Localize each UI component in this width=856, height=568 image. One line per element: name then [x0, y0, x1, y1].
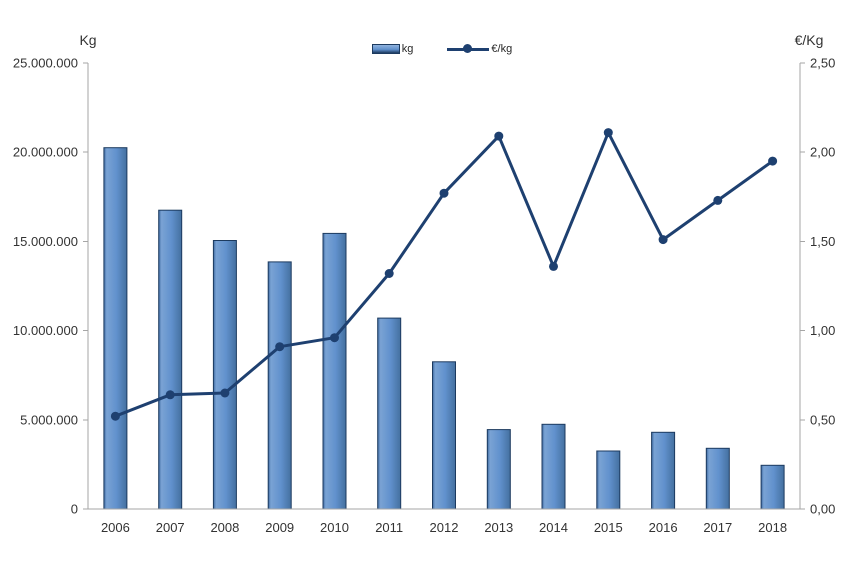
category-label: 2015 [594, 520, 623, 535]
right-tick-label: 1,50 [810, 234, 835, 249]
legend-item-eur-per-kg: €/kg [447, 43, 512, 55]
bar-2010 [322, 232, 347, 510]
category-label: 2011 [375, 520, 403, 535]
right-tick-label: 2,00 [810, 145, 835, 160]
legend: kg €/kg [14, 43, 856, 55]
line-marker-2016 [658, 235, 668, 245]
bar-2014 [541, 423, 566, 510]
right-axis-title: €/Kg [794, 32, 824, 48]
line-series-swatch-icon [447, 44, 490, 54]
left-tick-label: 10.000.000 [13, 323, 78, 338]
line-marker-2009 [275, 342, 285, 352]
line-marker-2006 [110, 411, 120, 421]
right-tick-label: 0,00 [810, 502, 835, 517]
category-label: 2008 [210, 520, 239, 535]
line-marker-2014 [549, 261, 558, 271]
category-label: 2007 [156, 520, 185, 535]
left-axis-title: Kg [79, 32, 97, 48]
legend-item-kg: kg [371, 43, 414, 55]
legend-label-eur-per-kg: €/kg [491, 43, 513, 55]
bar-2016 [651, 431, 676, 510]
line-marker-2010 [330, 333, 339, 343]
category-label: 2017 [703, 520, 732, 535]
line-marker-2018 [768, 156, 778, 166]
bar-2009 [267, 261, 292, 510]
category-label: 2013 [484, 520, 513, 535]
left-tick-label: 25.000.000 [13, 56, 78, 71]
right-tick-label: 1,00 [810, 323, 835, 338]
line-marker-2007 [165, 390, 175, 400]
bar-2013 [486, 429, 511, 510]
left-tick-label: 0 [71, 502, 78, 517]
line-marker-2013 [494, 131, 504, 141]
right-tick-label: 0,50 [810, 412, 835, 427]
bar-2007 [158, 209, 183, 510]
bar-2015 [596, 450, 621, 510]
category-label: 2016 [649, 520, 678, 535]
legend-label-kg: kg [401, 43, 414, 55]
right-tick-label: 2,50 [810, 56, 835, 71]
left-tick-label: 5.000.000 [20, 412, 78, 427]
line-marker-2012 [439, 188, 449, 198]
bar-2012 [432, 361, 456, 510]
category-label: 2009 [265, 520, 294, 535]
line-marker-2015 [603, 128, 613, 138]
bar-2017 [705, 447, 730, 510]
bar-2006 [103, 147, 128, 510]
category-label: 2010 [320, 520, 349, 535]
bar-2011 [377, 317, 402, 510]
bar-series-swatch-icon [371, 44, 400, 54]
bar-2008 [212, 240, 237, 510]
category-label: 2018 [758, 520, 787, 535]
line-marker-2011 [384, 269, 394, 278]
category-label: 2014 [539, 520, 568, 535]
line-marker-2017 [713, 195, 723, 205]
bar-2018 [760, 464, 785, 510]
category-label: 2012 [430, 520, 459, 535]
left-tick-label: 20.000.000 [13, 145, 78, 160]
category-label: 2006 [101, 520, 130, 535]
left-tick-label: 15.000.000 [13, 234, 78, 249]
line-marker-2008 [220, 388, 230, 398]
